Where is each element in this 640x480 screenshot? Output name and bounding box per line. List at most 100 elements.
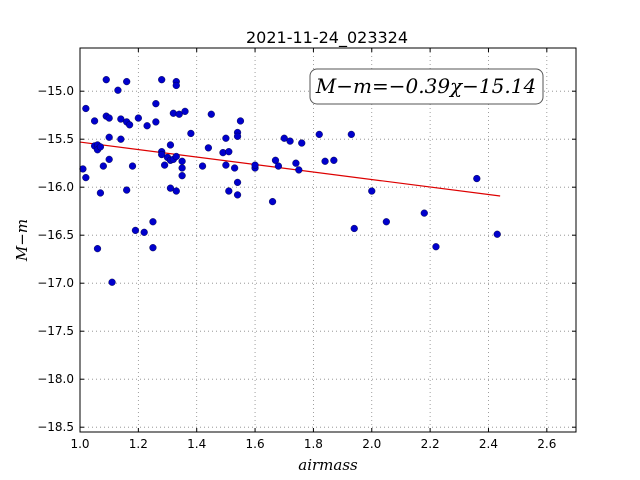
data-point xyxy=(198,162,207,170)
data-point xyxy=(152,100,160,108)
data-point xyxy=(105,133,113,141)
data-point xyxy=(178,172,186,180)
x-tick-label: 2.6 xyxy=(537,437,556,451)
data-point xyxy=(96,143,105,151)
chart-title: 2021-11-24_023324 xyxy=(246,28,408,48)
data-point xyxy=(143,122,151,130)
data-point xyxy=(187,129,195,138)
data-point xyxy=(99,162,107,170)
data-point xyxy=(207,110,215,118)
data-point xyxy=(178,157,186,165)
data-point xyxy=(102,76,110,84)
data-point xyxy=(166,141,175,149)
data-point xyxy=(231,164,239,172)
data-point xyxy=(93,245,102,253)
data-point xyxy=(117,115,125,123)
equation-box xyxy=(309,68,544,105)
data-point xyxy=(432,243,440,251)
y-tick-label: −15.0 xyxy=(37,84,74,98)
equation-text: M−m=−0.39χ−15.14 xyxy=(315,74,536,98)
data-point xyxy=(233,178,242,187)
data-point xyxy=(105,114,113,122)
data-point xyxy=(286,137,294,145)
x-tick-label: 2.2 xyxy=(421,437,440,451)
y-tick-label: −18.5 xyxy=(37,420,74,434)
data-point xyxy=(222,134,230,142)
fit-line-layer xyxy=(79,141,501,197)
data-point xyxy=(108,278,116,286)
x-tick-label: 1.4 xyxy=(187,437,206,451)
y-tick-label: −17.5 xyxy=(37,324,74,338)
data-point xyxy=(82,104,90,113)
data-point xyxy=(172,152,180,161)
y-axis-label: M−m xyxy=(13,219,31,262)
axis-ticks: 1.0 1.2 1.4 1.6 1.8 2.0 2.2 2.4 2.6 −15.0 −15.5 −16… xyxy=(37,48,576,451)
data-point xyxy=(204,144,212,152)
data-point xyxy=(105,155,113,163)
x-tick-label: 2.0 xyxy=(362,437,381,451)
data-point xyxy=(330,156,338,164)
data-point xyxy=(134,114,142,122)
data-points xyxy=(79,76,501,286)
y-tick-label: −16.0 xyxy=(37,180,74,194)
data-point xyxy=(123,77,131,86)
data-point xyxy=(158,76,166,84)
data-point xyxy=(271,156,280,164)
data-point xyxy=(90,117,99,125)
data-point xyxy=(79,165,87,173)
data-point xyxy=(166,184,175,192)
data-point xyxy=(161,161,169,169)
x-tick-label: 1.0 xyxy=(70,437,89,451)
data-point xyxy=(268,198,277,206)
equation-annotation: M−m=−0.39χ−15.14 xyxy=(309,68,544,105)
y-tick-label: −18.0 xyxy=(37,372,74,386)
data-point xyxy=(149,244,157,252)
data-point xyxy=(114,86,122,94)
data-point xyxy=(347,130,355,139)
data-point xyxy=(149,218,157,226)
data-point xyxy=(172,187,180,195)
data-point xyxy=(158,150,166,159)
data-point xyxy=(175,110,183,118)
fit-line xyxy=(79,141,501,197)
x-tick-label: 1.8 xyxy=(304,437,323,451)
data-point xyxy=(298,139,306,147)
data-point xyxy=(152,118,160,126)
y-tick-label: −16.5 xyxy=(37,228,74,242)
data-point xyxy=(473,174,481,183)
x-tick-label: 2.4 xyxy=(479,437,498,451)
data-point xyxy=(493,230,501,238)
data-point xyxy=(128,162,137,170)
data-point xyxy=(233,191,242,199)
data-point xyxy=(126,121,134,129)
data-point xyxy=(172,81,180,90)
data-point xyxy=(225,148,233,156)
data-point xyxy=(295,166,303,174)
data-point xyxy=(321,157,329,165)
plot-frame xyxy=(79,47,577,433)
data-point xyxy=(292,159,300,167)
data-point xyxy=(96,189,105,197)
data-point xyxy=(251,161,259,169)
data-point xyxy=(181,107,189,115)
data-point xyxy=(233,132,242,140)
x-axis-label: airmass xyxy=(298,456,358,474)
x-tick-label: 1.2 xyxy=(129,437,148,451)
x-tick-label: 1.6 xyxy=(246,437,265,451)
data-point xyxy=(117,135,125,143)
data-point xyxy=(280,134,288,142)
data-point xyxy=(222,161,230,169)
data-point xyxy=(178,164,186,172)
y-tick-label: −17.0 xyxy=(37,276,74,290)
data-point xyxy=(236,117,245,125)
data-point xyxy=(82,174,90,182)
data-point xyxy=(225,187,233,195)
data-point xyxy=(382,218,390,226)
data-point xyxy=(420,209,428,217)
data-point xyxy=(123,186,131,194)
y-tick-label: −15.5 xyxy=(37,132,74,146)
data-point xyxy=(131,226,140,235)
grid-lines xyxy=(79,48,576,432)
data-point xyxy=(274,162,283,170)
